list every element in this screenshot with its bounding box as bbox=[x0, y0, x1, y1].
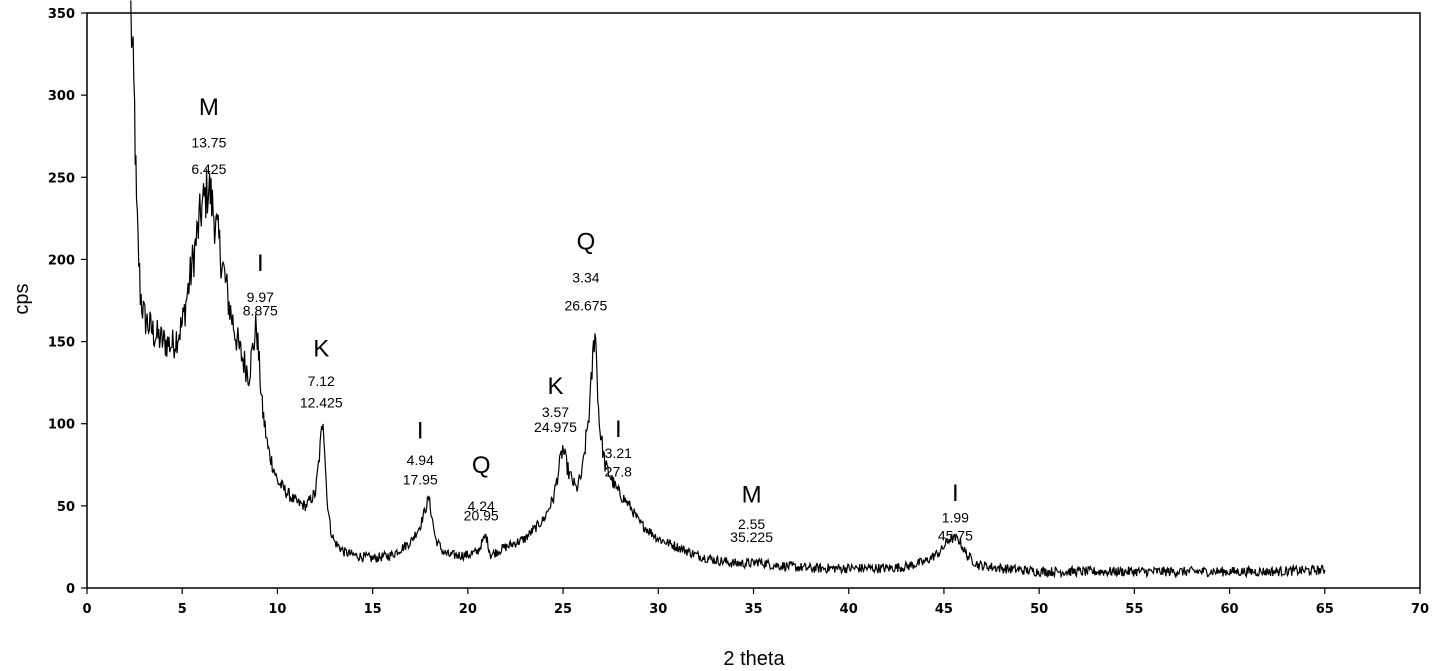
y-tick-label: 200 bbox=[48, 253, 75, 268]
peak-mineral-label: I bbox=[257, 250, 264, 277]
peak-mineral-label: I bbox=[615, 416, 622, 443]
peak-two-theta-label: 26.675 bbox=[565, 297, 608, 313]
peak-mineral-label: Q bbox=[577, 229, 596, 256]
peak-two-theta-label: 8.875 bbox=[243, 302, 278, 318]
x-tick-label: 10 bbox=[268, 602, 286, 617]
y-tick-label: 350 bbox=[48, 7, 75, 22]
x-tick-label: 30 bbox=[649, 602, 667, 617]
peak-two-theta-label: 12.425 bbox=[300, 394, 343, 410]
peak-two-theta-label: 20.95 bbox=[464, 508, 499, 524]
peak-two-theta-label: 35.225 bbox=[730, 529, 773, 545]
peak-annotation: I 4.94 17.95 bbox=[403, 418, 438, 488]
y-tick-label: 300 bbox=[48, 89, 75, 104]
x-tick-label: 70 bbox=[1411, 602, 1429, 617]
peak-d-spacing-label: 3.57 bbox=[542, 404, 569, 420]
peak-annotation: I 3.21 27.8 bbox=[605, 416, 632, 479]
peak-d-spacing-label: 7.12 bbox=[308, 373, 335, 389]
y-tick-label: 50 bbox=[57, 500, 75, 515]
x-tick-label: 50 bbox=[1030, 602, 1048, 617]
peak-two-theta-label: 6.425 bbox=[191, 161, 226, 177]
y-tick-label: 100 bbox=[48, 418, 75, 433]
data-layer bbox=[130, 0, 1326, 579]
peak-d-spacing-label: 4.24 bbox=[468, 498, 495, 514]
peak-mineral-label: M bbox=[199, 94, 219, 121]
x-tick-label: 15 bbox=[364, 602, 382, 617]
peak-two-theta-label: 24.975 bbox=[534, 419, 577, 435]
tick-labels: 0 5 10 15 20 25 30 35 40 45 50 55 60 65 70 0 50 100 150 200… bbox=[48, 7, 1429, 617]
peak-mineral-label: M bbox=[742, 482, 762, 509]
peak-mineral-label: I bbox=[417, 418, 424, 445]
x-tick-label: 65 bbox=[1316, 602, 1334, 617]
x-tick-label: 55 bbox=[1125, 602, 1143, 617]
y-axis-label: cps bbox=[11, 283, 33, 314]
peak-two-theta-label: 27.8 bbox=[605, 463, 632, 479]
peak-d-spacing-label: 1.99 bbox=[942, 509, 969, 525]
peak-d-spacing-label: 2.55 bbox=[738, 516, 765, 532]
x-tick-label: 45 bbox=[935, 602, 953, 617]
y-tick-label: 150 bbox=[48, 336, 75, 351]
peak-d-spacing-label: 13.75 bbox=[191, 135, 226, 151]
peak-mineral-label: I bbox=[952, 480, 959, 507]
peak-two-theta-label: 17.95 bbox=[403, 472, 438, 488]
peak-annotation: K 7.12 12.425 bbox=[300, 335, 343, 410]
peak-two-theta-label: 45.75 bbox=[938, 527, 973, 543]
peak-annotations: M 13.75 6.425 I 9.978.875 K 7.12 12.425 I 4.94 17.… bbox=[191, 94, 973, 545]
x-tick-label: 60 bbox=[1221, 602, 1239, 617]
peak-annotation: Q 3.34 26.675 bbox=[565, 229, 608, 314]
x-axis-label: 2 theta bbox=[723, 648, 785, 670]
peak-annotation: M 13.75 6.425 bbox=[191, 94, 226, 177]
x-tick-label: 20 bbox=[459, 602, 477, 617]
peak-mineral-label: K bbox=[313, 335, 329, 362]
peak-annotation: I 1.99 45.75 bbox=[938, 480, 973, 543]
peak-annotation: I 9.978.875 bbox=[243, 250, 278, 318]
x-tick-label: 25 bbox=[554, 602, 572, 617]
peak-d-spacing-label: 3.21 bbox=[605, 445, 632, 461]
x-tick-label: 5 bbox=[178, 602, 187, 617]
peak-d-spacing-label: 9.97 bbox=[247, 289, 274, 305]
peak-mineral-label: Q bbox=[472, 452, 491, 479]
x-tick-label: 40 bbox=[840, 602, 858, 617]
peak-mineral-label: K bbox=[547, 373, 563, 400]
peak-d-spacing-label: 3.34 bbox=[572, 269, 599, 285]
peak-d-spacing-label: 4.94 bbox=[407, 452, 434, 468]
y-tick-label: 250 bbox=[48, 171, 75, 186]
y-tick-label: 0 bbox=[66, 582, 75, 597]
x-tick-label: 35 bbox=[744, 602, 762, 617]
xrd-pattern-line bbox=[130, 0, 1326, 579]
x-tick-label: 0 bbox=[82, 602, 91, 617]
